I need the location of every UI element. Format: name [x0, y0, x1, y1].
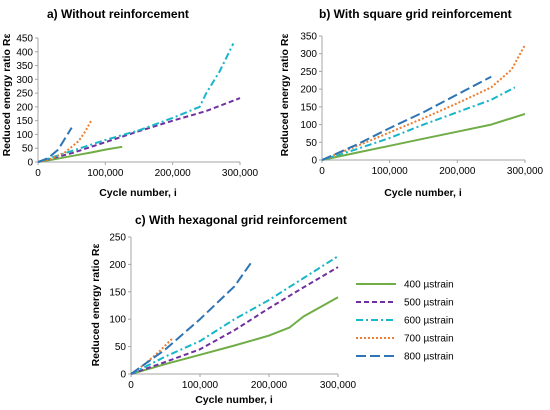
series-line-400 — [37, 145, 123, 163]
y-tick-label: 300 — [16, 75, 33, 86]
x-axis-title: Cycle number, i — [384, 187, 462, 199]
y-tick-label: 100 — [300, 120, 317, 131]
axis-ticks: 0 50 100 150 200 250 300 350 0 100,000 200,000 300,… — [300, 32, 543, 178]
legend-label: 700 µstrain — [404, 334, 454, 345]
legend-label: 400 µstrain — [404, 280, 454, 291]
series-lines — [321, 44, 526, 161]
x-axis-title: Cycle number, i — [195, 394, 273, 406]
y-tick-label: 200 — [16, 102, 33, 113]
y-tick-label: 200 — [300, 85, 317, 96]
series-line-600 — [130, 255, 339, 375]
y-tick-label: 0 — [27, 158, 33, 169]
series-line-400 — [321, 112, 526, 161]
legend-label: 500 µstrain — [404, 298, 454, 309]
series-lines — [37, 43, 241, 163]
x-tick-label: 100,000 — [372, 166, 409, 177]
legend: 400 µstrain 500 µstrain 600 µstrain 700 µst… — [356, 280, 454, 363]
x-tick-label: 300,000 — [320, 380, 357, 391]
y-tick-label: 400 — [16, 47, 33, 58]
legend-label: 800 µstrain — [404, 352, 454, 363]
y-tick-label: 350 — [16, 61, 33, 72]
x-tick-label: 200,000 — [155, 168, 192, 179]
chart-title: c) With hexagonal grid reinforcement — [135, 213, 347, 227]
series-line-500 — [130, 266, 339, 375]
x-tick-label: 300,000 — [507, 166, 544, 177]
series-line-600 — [37, 43, 235, 163]
x-tick-label: 300,000 — [222, 168, 259, 179]
y-tick-label: 250 — [109, 233, 126, 244]
y-tick-label: 100 — [109, 315, 126, 326]
y-tick-label: 350 — [300, 32, 317, 43]
x-tick-label: 100,000 — [182, 380, 219, 391]
x-tick-label: 200,000 — [251, 380, 288, 391]
y-axis-title: Reduced energy ratio Rε — [90, 244, 102, 367]
y-tick-label: 150 — [16, 116, 33, 127]
y-tick-label: 250 — [16, 89, 33, 100]
y-tick-label: 50 — [22, 144, 34, 155]
y-tick-label: 0 — [311, 156, 317, 167]
legend-label: 600 µstrain — [404, 316, 454, 327]
chart-title: a) Without reinforcement — [47, 7, 189, 21]
series-line-800 — [321, 75, 492, 161]
x-axis-title: Cycle number, i — [99, 187, 177, 199]
chart-panel-a: a) Without reinforcement Cycle number, i… — [1, 7, 259, 199]
chart-panel-b: b) With square grid reinforcement Cycle … — [279, 7, 544, 199]
y-axis-title: Reduced energy ratio Rε — [1, 34, 13, 157]
y-tick-label: 150 — [109, 287, 126, 298]
series-line-700 — [37, 118, 93, 163]
x-tick-label: 0 — [319, 166, 325, 177]
x-tick-label: 0 — [35, 168, 41, 179]
axis-ticks: 0 50 100 150 200 250 300 350 400 450 0 100,000 200,0… — [16, 34, 258, 180]
series-line-600 — [321, 86, 516, 161]
series-line-400 — [130, 296, 339, 375]
x-tick-label: 100,000 — [87, 168, 124, 179]
series-line-800 — [130, 261, 253, 375]
series-line-800 — [37, 127, 73, 163]
series-lines — [130, 255, 339, 375]
y-tick-label: 250 — [300, 67, 317, 78]
x-tick-label: 200,000 — [439, 166, 476, 177]
chart-title: b) With square grid reinforcement — [319, 7, 512, 21]
y-tick-label: 450 — [16, 34, 33, 45]
x-tick-label: 0 — [128, 380, 134, 391]
chart-panel-c: c) With hexagonal grid reinforcement Cyc… — [90, 213, 357, 406]
y-tick-label: 50 — [115, 342, 127, 353]
y-tick-label: 100 — [16, 130, 33, 141]
y-tick-label: 150 — [300, 102, 317, 113]
y-tick-label: 50 — [306, 138, 318, 149]
series-line-700 — [321, 44, 526, 161]
y-tick-label: 300 — [300, 49, 317, 60]
y-tick-label: 200 — [109, 260, 126, 271]
y-axis-title: Reduced energy ratio Rε — [279, 34, 291, 157]
y-tick-label: 0 — [120, 370, 126, 381]
axis-ticks: 0 50 100 150 200 250 0 100,000 200,000 300,000 — [109, 233, 356, 392]
